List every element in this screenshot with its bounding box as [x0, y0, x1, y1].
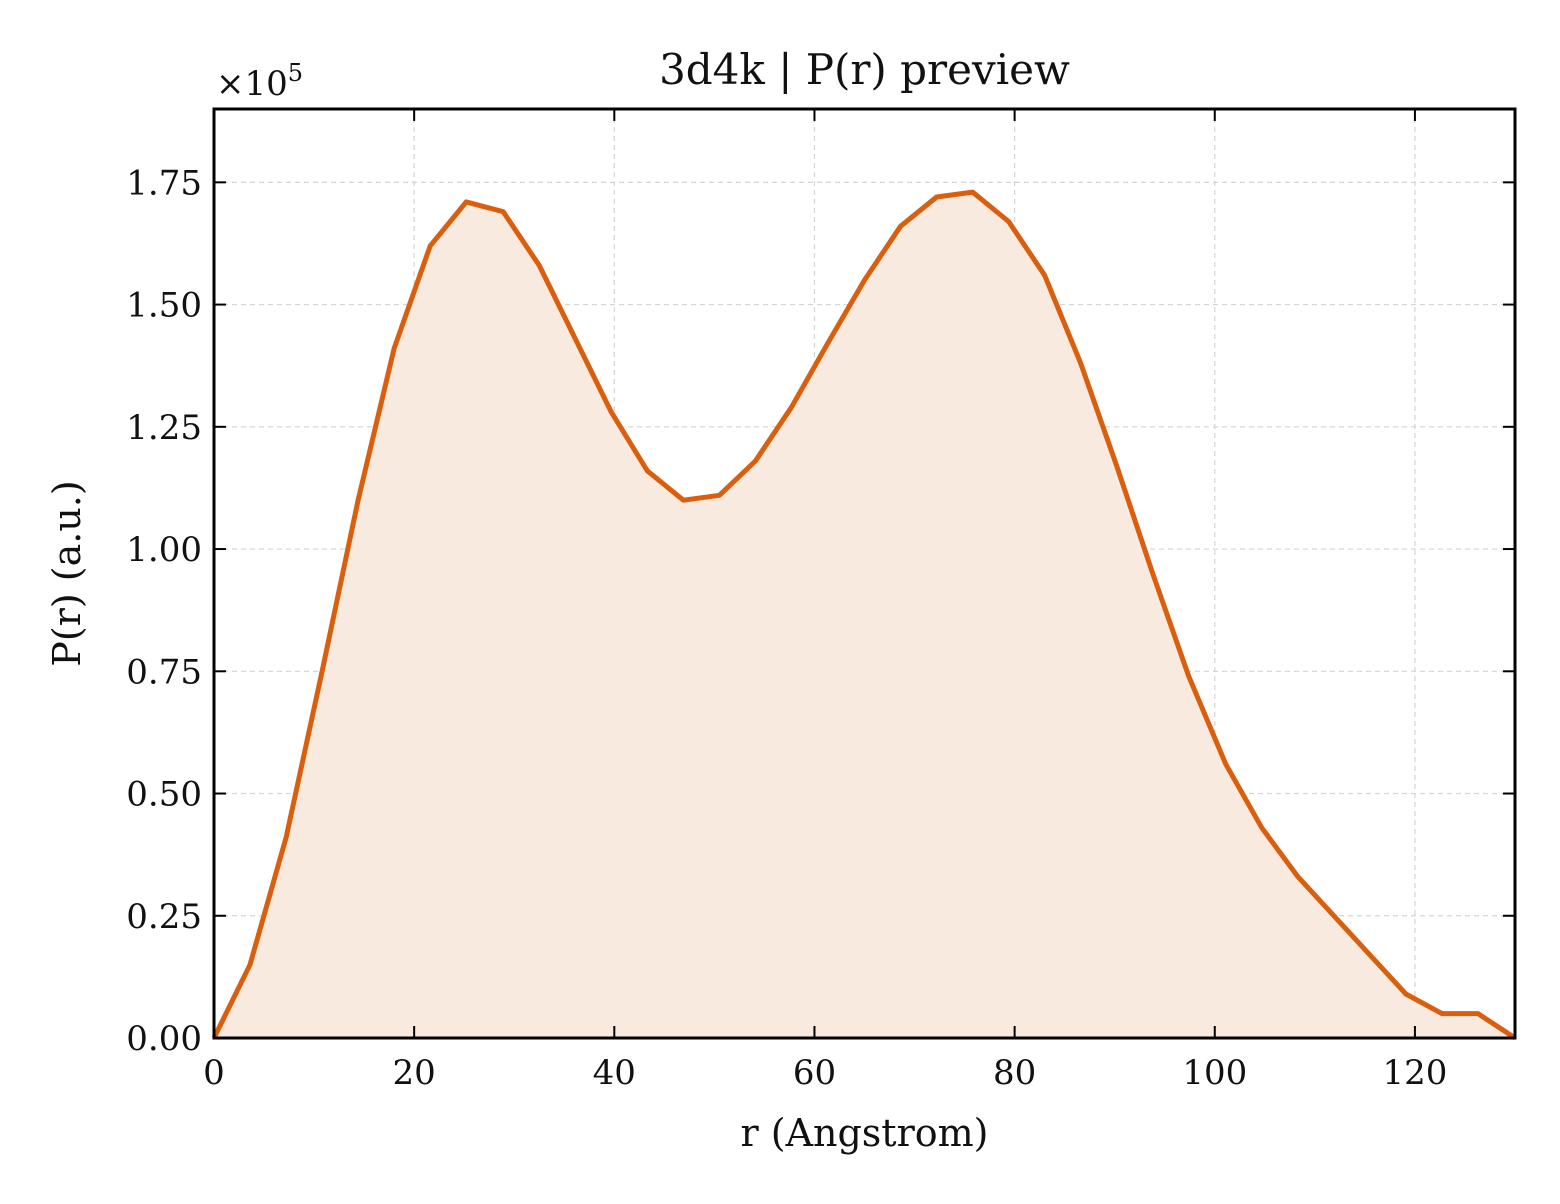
y-multiplier-base: ×10	[216, 64, 288, 104]
data-point	[1331, 913, 1336, 918]
data-point	[284, 835, 289, 840]
y-tick-label: 1.25	[126, 408, 202, 448]
data-point	[717, 493, 722, 498]
data-point	[1476, 1011, 1481, 1016]
y-tick-label: 1.50	[126, 286, 202, 326]
data-point	[537, 263, 542, 268]
data-point	[609, 410, 614, 415]
y-tick-label: 0.00	[126, 1019, 202, 1059]
data-point	[248, 962, 253, 967]
data-point	[1367, 952, 1372, 957]
data-point	[789, 405, 794, 410]
data-point	[862, 278, 867, 283]
series-line	[211, 189, 1517, 1041]
data-point	[934, 195, 939, 200]
data-point	[501, 209, 506, 214]
y-multiplier-exponent: 5	[288, 59, 303, 87]
data-point	[464, 199, 469, 204]
data-point	[1439, 1011, 1444, 1016]
data-point	[356, 498, 361, 503]
data-point	[970, 190, 975, 195]
data-point	[825, 341, 830, 346]
area-fill	[214, 192, 1515, 1039]
data-point	[1006, 219, 1011, 224]
data-point	[681, 498, 686, 503]
data-point	[392, 346, 397, 351]
plot-frame	[212, 107, 1517, 1040]
x-tick-label: 20	[393, 1053, 436, 1093]
y-tick-label: 1.75	[126, 163, 202, 203]
tick-labels: 0 20 40 60 80 100 120 0.00 0.25 0.50 0.75 1.00 1.25 1…	[126, 163, 1447, 1093]
y-tick-label: 0.50	[126, 775, 202, 815]
data-point	[573, 336, 578, 341]
y-tick-label: 0.75	[126, 652, 202, 692]
chart-title: 3d4k | P(r) preview	[659, 45, 1070, 94]
x-tick-label: 0	[203, 1053, 225, 1093]
x-tick-label: 120	[1382, 1053, 1447, 1093]
data-point	[1042, 273, 1047, 278]
data-point	[1403, 992, 1408, 997]
data-point	[1150, 571, 1155, 576]
y-tick-label: 1.00	[126, 530, 202, 570]
x-tick-label: 80	[993, 1053, 1036, 1093]
data-point	[645, 468, 650, 473]
data-point	[1114, 463, 1119, 468]
y-axis-multiplier: ×105	[216, 59, 303, 104]
x-tick-label: 100	[1182, 1053, 1247, 1093]
data-point	[753, 459, 758, 464]
data-point	[898, 224, 903, 229]
y-tick-label: 0.25	[126, 897, 202, 937]
data-point	[1295, 874, 1300, 879]
x-axis-label: r (Angstrom)	[741, 1111, 989, 1155]
data-point	[1259, 825, 1264, 830]
data-point	[1078, 361, 1083, 366]
data-point	[320, 669, 325, 674]
data-point	[428, 243, 433, 248]
y-axis-label: P(r) (a.u.)	[45, 480, 89, 666]
x-tick-label: 40	[593, 1053, 636, 1093]
data-point	[1186, 674, 1191, 679]
data-point	[1223, 762, 1228, 767]
x-tick-label: 60	[793, 1053, 836, 1093]
